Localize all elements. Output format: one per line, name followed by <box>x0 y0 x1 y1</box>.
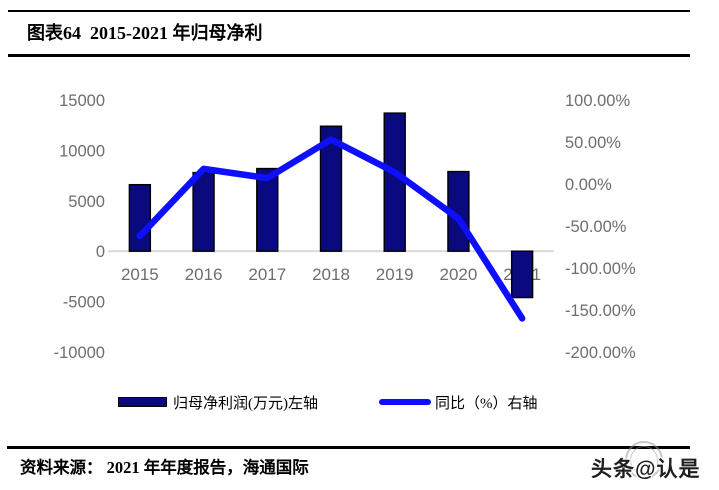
left-axis-tick-label: 0 <box>96 243 105 261</box>
x-axis-tick-label: 2015 <box>121 265 159 284</box>
left-axis-tick-label: 5000 <box>68 193 105 211</box>
right-axis-tick-label: 100.00% <box>565 92 630 110</box>
top-border-line <box>8 10 690 12</box>
footer-divider-line <box>7 446 690 449</box>
x-axis-tick-label: 2020 <box>440 265 478 284</box>
bar-2019 <box>383 112 406 252</box>
stamp-circle-icon <box>625 441 663 479</box>
bar-series-swatch-icon <box>118 397 167 407</box>
left-axis-tick-label: -10000 <box>54 344 105 362</box>
left-axis-tick-label: 10000 <box>59 142 105 160</box>
title-divider-line <box>8 54 690 57</box>
right-axis-tick-label: 50.00% <box>565 134 621 152</box>
legend-item-net-profit: 归母净利润(万元)左轴 <box>118 391 318 413</box>
chart-legend: 归母净利润(万元)左轴 同比（%）右轴 <box>0 391 719 413</box>
line-series-swatch-icon <box>379 399 431 405</box>
x-axis-tick-label: 2021 <box>503 265 541 284</box>
bar-2017 <box>256 167 279 252</box>
x-axis-line <box>108 250 554 253</box>
right-axis-tick-label: -200.00% <box>565 344 636 362</box>
legend-item-yoy: 同比（%）右轴 <box>379 391 538 413</box>
bar-2015 <box>128 183 152 252</box>
x-axis-tick-label: 2018 <box>312 265 350 284</box>
yoy-line-series <box>136 136 526 322</box>
bar-2021 <box>510 250 534 299</box>
bar-2020 <box>447 170 470 252</box>
watermark: 头条@认是 <box>587 441 717 488</box>
bar-2018 <box>319 125 343 252</box>
figure-title: 图表64 2015-2021 年归母净利 <box>27 23 263 43</box>
legend-label-yoy: 同比（%）右轴 <box>435 395 538 412</box>
x-axis-tick-label: 2017 <box>248 265 286 284</box>
source-note: 资料来源： 2021 年年度报告，海通国际 <box>20 458 309 477</box>
x-axis-tick-label: 2016 <box>185 265 223 284</box>
left-axis-tick-label: -5000 <box>63 294 105 312</box>
right-axis-tick-label: 0.00% <box>565 176 612 194</box>
x-axis-tick-label: 2019 <box>376 265 414 284</box>
watermark-text: 头条@认是 <box>591 458 701 481</box>
right-axis-tick-label: -100.00% <box>565 260 636 278</box>
left-axis-tick-label: 15000 <box>59 92 105 110</box>
legend-label-net-profit: 归母净利润(万元)左轴 <box>173 395 318 412</box>
bar-2016 <box>192 171 215 252</box>
right-axis-tick-label: -50.00% <box>565 218 627 236</box>
right-axis-tick-label: -150.00% <box>565 302 636 320</box>
